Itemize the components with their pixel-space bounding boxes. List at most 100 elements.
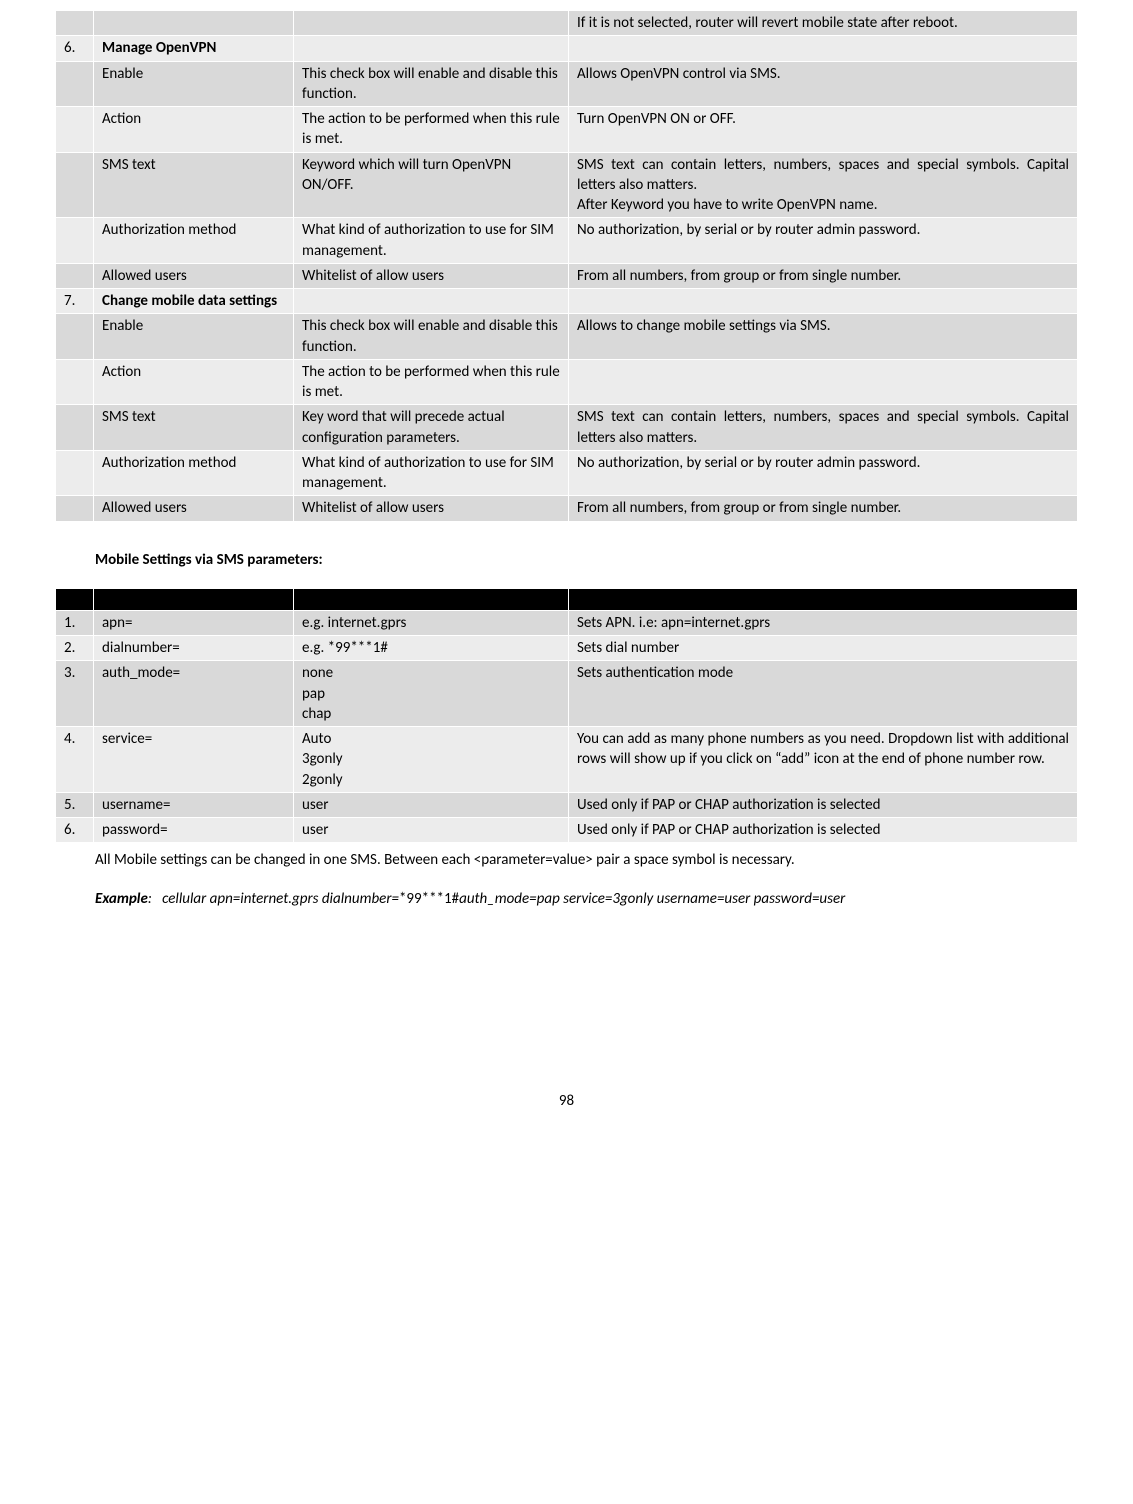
cell-desc: Key word that will precede actual config…: [294, 405, 569, 451]
cell-name: Action: [94, 359, 294, 405]
table-row: If it is not selected, router will rever…: [56, 11, 1078, 36]
cell-desc: e.g. *99***1#: [294, 636, 569, 661]
cell-num: [56, 405, 94, 451]
sms-params-table: 1.apn=e.g. internet.gprsSets APN. i.e: a…: [55, 588, 1078, 844]
cell-desc: [294, 289, 569, 314]
cell-notes: SMS text can contain letters, numbers, s…: [569, 405, 1078, 451]
cell-name: password=: [94, 818, 294, 843]
cell-notes: Allows to change mobile settings via SMS…: [569, 314, 1078, 360]
cell-name: apn=: [94, 610, 294, 635]
table-row: Allowed usersWhitelist of allow usersFro…: [56, 263, 1078, 288]
section-heading-mobile-sms: Mobile Settings via SMS parameters:: [95, 550, 1078, 570]
cell-desc: What kind of authorization to use for SI…: [294, 218, 569, 264]
cell-desc: user: [294, 792, 569, 817]
cell-name: SMS text: [94, 405, 294, 451]
cell-desc: What kind of authorization to use for SI…: [294, 450, 569, 496]
cell-desc: This check box will enable and disable t…: [294, 61, 569, 107]
cell-desc: The action to be performed when this rul…: [294, 359, 569, 405]
cell-num: [56, 450, 94, 496]
cell-name: Allowed users: [94, 263, 294, 288]
cell-num: 5.: [56, 792, 94, 817]
table-row: EnableThis check box will enable and dis…: [56, 61, 1078, 107]
cell-notes: [569, 359, 1078, 405]
cell-notes: From all numbers, from group or from sin…: [569, 263, 1078, 288]
table-row: SMS textKeyword which will turn OpenVPN …: [56, 152, 1078, 218]
cell-num: [56, 11, 94, 36]
cell-notes: Sets dial number: [569, 636, 1078, 661]
cell-notes: No authorization, by serial or by router…: [569, 450, 1078, 496]
table-row: 1.apn=e.g. internet.gprsSets APN. i.e: a…: [56, 610, 1078, 635]
cell-notes: From all numbers, from group or from sin…: [569, 496, 1078, 521]
cell-notes: Sets authentication mode: [569, 661, 1078, 727]
paragraph-note: All Mobile settings can be changed in on…: [55, 849, 1078, 872]
cell-desc: [294, 36, 569, 61]
cell-num: [56, 152, 94, 218]
cell-name: Authorization method: [94, 218, 294, 264]
cell-name: Manage OpenVPN: [94, 36, 294, 61]
cell-desc: Auto 3gonly 2gonly: [294, 727, 569, 793]
page-number: 98: [55, 1091, 1078, 1111]
table-row: 5.username=userUsed only if PAP or CHAP …: [56, 792, 1078, 817]
cell-notes: [569, 289, 1078, 314]
cell-desc: Keyword which will turn OpenVPN ON/OFF.: [294, 152, 569, 218]
example-colon: :: [148, 890, 155, 908]
cell-desc: none pap chap: [294, 661, 569, 727]
cell-name: username=: [94, 792, 294, 817]
table-row: 7.Change mobile data settings: [56, 289, 1078, 314]
cell-notes: [569, 36, 1078, 61]
cell-desc: The action to be performed when this rul…: [294, 107, 569, 153]
cell-num: 1.: [56, 610, 94, 635]
example-post: auth_mode=pap service=3gonly username=us…: [459, 890, 845, 908]
cell-desc: This check box will enable and disable t…: [294, 314, 569, 360]
table-row: SMS textKey word that will precede actua…: [56, 405, 1078, 451]
cell-notes: Used only if PAP or CHAP authorization i…: [569, 818, 1078, 843]
table-row: EnableThis check box will enable and dis…: [56, 314, 1078, 360]
table-row: ActionThe action to be performed when th…: [56, 107, 1078, 153]
cell-name: Change mobile data settings: [94, 289, 294, 314]
cell-num: 4.: [56, 727, 94, 793]
table-row: 4.service=Auto 3gonly 2gonlyYou can add …: [56, 727, 1078, 793]
cell-num: [56, 263, 94, 288]
table-row: 6.password=userUsed only if PAP or CHAP …: [56, 818, 1078, 843]
cell-num: 2.: [56, 636, 94, 661]
cell-desc: [294, 11, 569, 36]
cell-num: [56, 314, 94, 360]
cell-notes: No authorization, by serial or by router…: [569, 218, 1078, 264]
cell-num: 6.: [56, 818, 94, 843]
cell-notes: Allows OpenVPN control via SMS.: [569, 61, 1078, 107]
cell-notes: Sets APN. i.e: apn=internet.gprs: [569, 610, 1078, 635]
cell-num: [56, 496, 94, 521]
cell-name: SMS text: [94, 152, 294, 218]
cell-name: [94, 11, 294, 36]
table-row: 3.auth_mode=none pap chapSets authentica…: [56, 661, 1078, 727]
cell-desc: Whitelist of allow users: [294, 496, 569, 521]
cell-notes: You can add as many phone numbers as you…: [569, 727, 1078, 793]
cell-notes: If it is not selected, router will rever…: [569, 11, 1078, 36]
cell-name: Enable: [94, 314, 294, 360]
cell-desc: e.g. internet.gprs: [294, 610, 569, 635]
cell-num: [56, 218, 94, 264]
cell-notes: Turn OpenVPN ON or OFF.: [569, 107, 1078, 153]
cell-name: Allowed users: [94, 496, 294, 521]
example-paragraph: Example: cellular apn=internet.gprs dial…: [55, 888, 1078, 911]
cell-name: service=: [94, 727, 294, 793]
table-header-row: [56, 588, 1078, 610]
cell-name: Action: [94, 107, 294, 153]
example-label: Example: [95, 890, 148, 908]
table-row: ActionThe action to be performed when th…: [56, 359, 1078, 405]
cell-name: dialnumber=: [94, 636, 294, 661]
settings-table-1: If it is not selected, router will rever…: [55, 10, 1078, 522]
cell-notes: Used only if PAP or CHAP authorization i…: [569, 792, 1078, 817]
table-row: 2.dialnumber=e.g. *99***1#Sets dial numb…: [56, 636, 1078, 661]
example-pre: cellular apn=internet.gprs dialnumber=: [162, 890, 399, 908]
example-mid: *99***1#: [399, 890, 459, 908]
cell-name: auth_mode=: [94, 661, 294, 727]
table-row: Allowed usersWhitelist of allow usersFro…: [56, 496, 1078, 521]
cell-num: 6.: [56, 36, 94, 61]
cell-name: Authorization method: [94, 450, 294, 496]
cell-num: [56, 61, 94, 107]
cell-desc: user: [294, 818, 569, 843]
cell-name: Enable: [94, 61, 294, 107]
cell-num: [56, 107, 94, 153]
table-row: Authorization methodWhat kind of authori…: [56, 218, 1078, 264]
